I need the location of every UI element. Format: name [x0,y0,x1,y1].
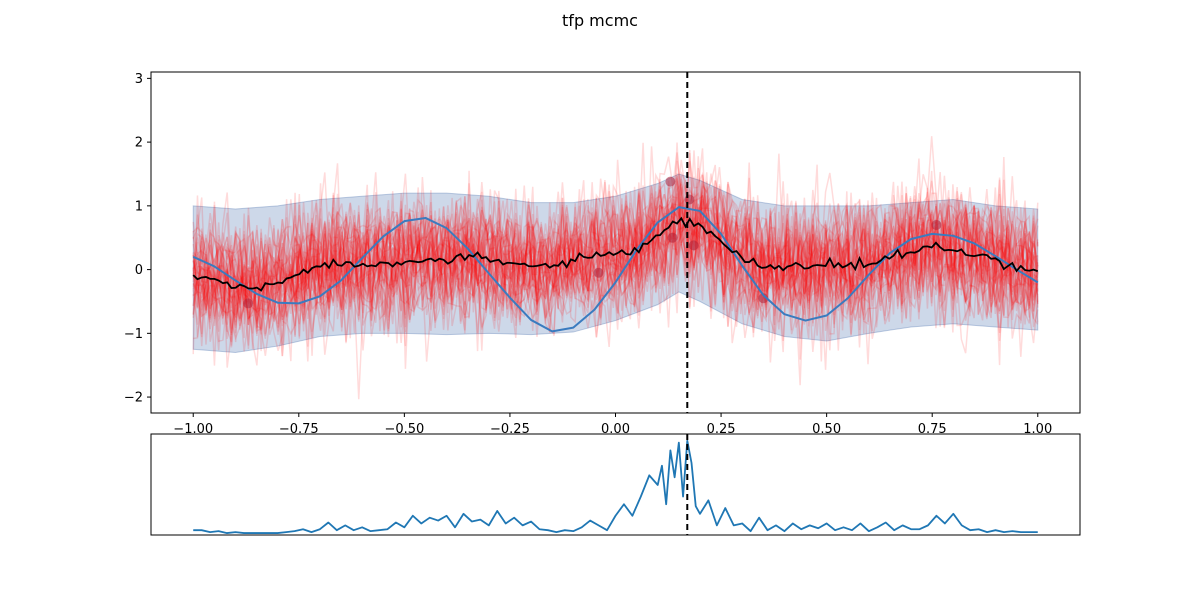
posterior-sample-line [192,171,1039,345]
posterior-sample-line [192,156,1039,350]
bottom-series-line [193,439,1038,534]
posterior-sample-line [192,190,1039,334]
bottom-axes [150,433,1081,536]
posterior-sample-line [193,136,1039,317]
posterior-sample-line [192,181,1039,327]
x-tick-label: 1.00 [1023,422,1052,437]
posterior-sample-line [192,153,1039,334]
posterior-sample-line [192,180,1039,351]
posterior-sample-line [192,167,1039,338]
x-tick-label: 0.25 [707,422,736,437]
y-tick-label: 0 [135,263,143,278]
posterior-sample-line [192,185,1038,338]
true-function-layer [192,206,1039,333]
posterior-sample-line [192,170,1039,370]
posterior-sample-line [192,178,1039,366]
posterior-sample-line [192,180,1039,386]
posterior-sample-line [192,180,1039,337]
posterior-sample-line [192,158,1039,332]
posterior-sample-line [192,162,1039,339]
main-y-ticks: −2 −1 0 1 2 3 [124,72,151,406]
posterior-mean-layer [192,216,1039,292]
bottom-series-layer [193,439,1038,534]
y-tick-label: −2 [124,391,143,406]
x-tick-label: −0.75 [279,422,319,437]
bottom-plot-area [193,434,1038,535]
posterior-sample-line [192,156,1039,318]
x-tick-label: 0.00 [601,422,630,437]
posterior-sample-line [193,181,1039,368]
credible-band [192,173,1039,353]
posterior-sample-line [192,182,1039,352]
posterior-sample-line [192,175,1039,366]
observation-point [931,219,942,230]
observation-point [593,267,604,278]
y-tick-label: 3 [135,72,143,87]
x-tick-label: 0.50 [812,422,841,437]
y-tick-label: −1 [124,327,143,342]
posterior-sample-line [192,164,1039,369]
x-tick-label: −0.50 [384,422,424,437]
observation-point [758,293,769,304]
x-tick-label: −0.25 [490,422,530,437]
observation-point [688,240,699,251]
observations-layer [243,176,942,309]
posterior-sample-line [192,175,1039,344]
posterior-sample-line [192,172,1039,335]
posterior-mean-line [192,216,1039,292]
observation-point [665,176,676,187]
bottom-axes-frame [150,433,1081,536]
posterior-sample-line [192,179,1039,362]
main-x-ticks: −1.00 −0.75 −0.50 −0.25 0.00 0.25 0.50 0.75 1.00 [173,413,1052,437]
figure-title: tfp mcmc [562,11,638,30]
posterior-sample-line [192,186,1039,357]
credible-band-layer [192,173,1039,353]
observation-point [243,298,254,309]
posterior-sample-line [192,179,1039,362]
main-plot-area [192,72,1039,413]
y-tick-label: 2 [135,136,143,151]
x-tick-label: −1.00 [173,422,213,437]
true-function-line [192,206,1039,333]
x-tick-label: 0.75 [918,422,947,437]
posterior-sample-line [192,160,1039,352]
observation-point [667,232,678,243]
y-tick-label: 1 [135,199,143,214]
posterior-sample-line [192,153,1039,351]
posterior-sample-line [192,193,1039,363]
posterior-sample-line [192,203,1039,365]
observation-point [684,194,695,205]
main-axes: −1.00 −0.75 −0.50 −0.25 0.00 0.25 0.50 0.75 1.00… [124,71,1081,437]
posterior-sample-line [192,148,1039,337]
posterior-sample-line [192,159,1039,338]
posterior-sample-line [192,142,1039,344]
